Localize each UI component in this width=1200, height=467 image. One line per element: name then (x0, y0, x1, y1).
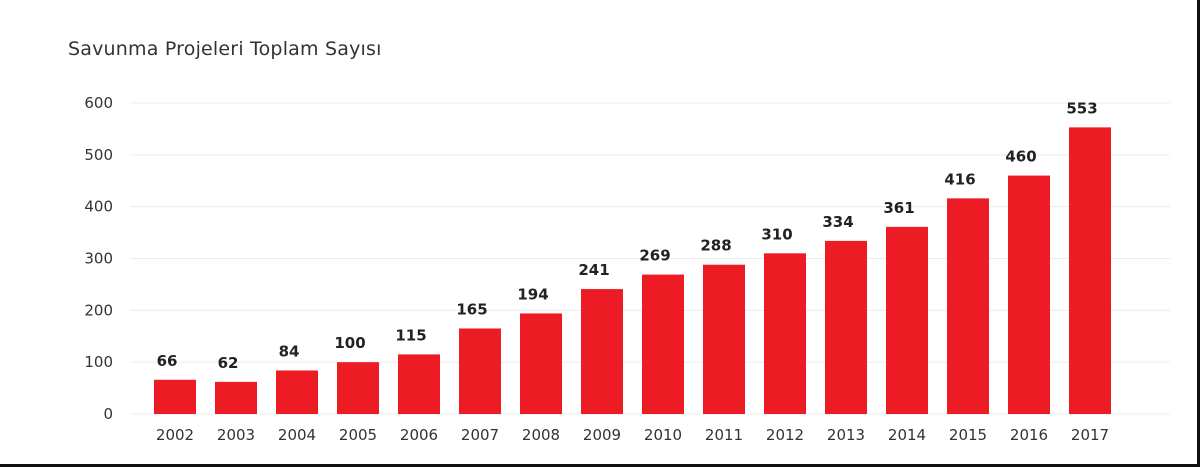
data-label: 62 (218, 354, 239, 372)
data-label: 553 (1066, 99, 1097, 117)
bar (398, 354, 440, 414)
x-tick-label: 2009 (583, 426, 621, 444)
bar (1069, 127, 1111, 414)
bar (581, 289, 623, 414)
bar (337, 362, 379, 414)
y-tick-label: 200 (84, 301, 113, 319)
x-tick-label: 2007 (461, 426, 499, 444)
bar (642, 274, 684, 414)
x-tick-label: 2014 (888, 426, 926, 444)
data-label: 100 (334, 334, 365, 352)
bar (215, 381, 257, 414)
x-tick-label: 2002 (156, 426, 194, 444)
y-tick-label: 100 (84, 353, 113, 371)
data-label: 84 (279, 342, 300, 360)
chart-title: Savunma Projeleri Toplam Sayısı (68, 38, 382, 60)
y-tick-label: 600 (84, 94, 113, 112)
bar (886, 226, 928, 414)
x-tick-label: 2011 (705, 426, 743, 444)
y-tick-label: 300 (84, 250, 113, 268)
data-label: 334 (822, 213, 853, 231)
x-tick-label: 2010 (644, 426, 682, 444)
bar (276, 370, 318, 414)
bar (764, 253, 806, 414)
x-tick-label: 2003 (217, 426, 255, 444)
data-label: 115 (395, 326, 426, 344)
x-tick-label: 2015 (949, 426, 987, 444)
data-label: 241 (578, 261, 609, 279)
data-label: 194 (517, 285, 548, 303)
x-tick-label: 2016 (1010, 426, 1048, 444)
bar (703, 264, 745, 414)
bar (520, 313, 562, 414)
y-tick-label: 0 (103, 405, 113, 423)
x-tick-label: 2004 (278, 426, 316, 444)
data-label: 165 (456, 300, 487, 318)
x-tick-label: 2005 (339, 426, 377, 444)
data-label: 66 (157, 352, 178, 370)
data-label: 269 (639, 247, 670, 265)
bar (947, 198, 989, 414)
y-tick-label: 400 (84, 198, 113, 216)
x-tick-label: 2013 (827, 426, 865, 444)
bar (825, 240, 867, 414)
data-label: 416 (944, 170, 975, 188)
x-tick-label: 2017 (1071, 426, 1109, 444)
x-tick-label: 2012 (766, 426, 804, 444)
data-label: 460 (1005, 148, 1036, 166)
bar (154, 379, 196, 414)
y-tick-label: 500 (84, 146, 113, 164)
bar (459, 328, 501, 414)
bar (1008, 175, 1050, 414)
x-tick-label: 2006 (400, 426, 438, 444)
data-label: 310 (761, 225, 792, 243)
data-label: 361 (883, 199, 914, 217)
x-tick-label: 2008 (522, 426, 560, 444)
data-label: 288 (700, 237, 731, 255)
